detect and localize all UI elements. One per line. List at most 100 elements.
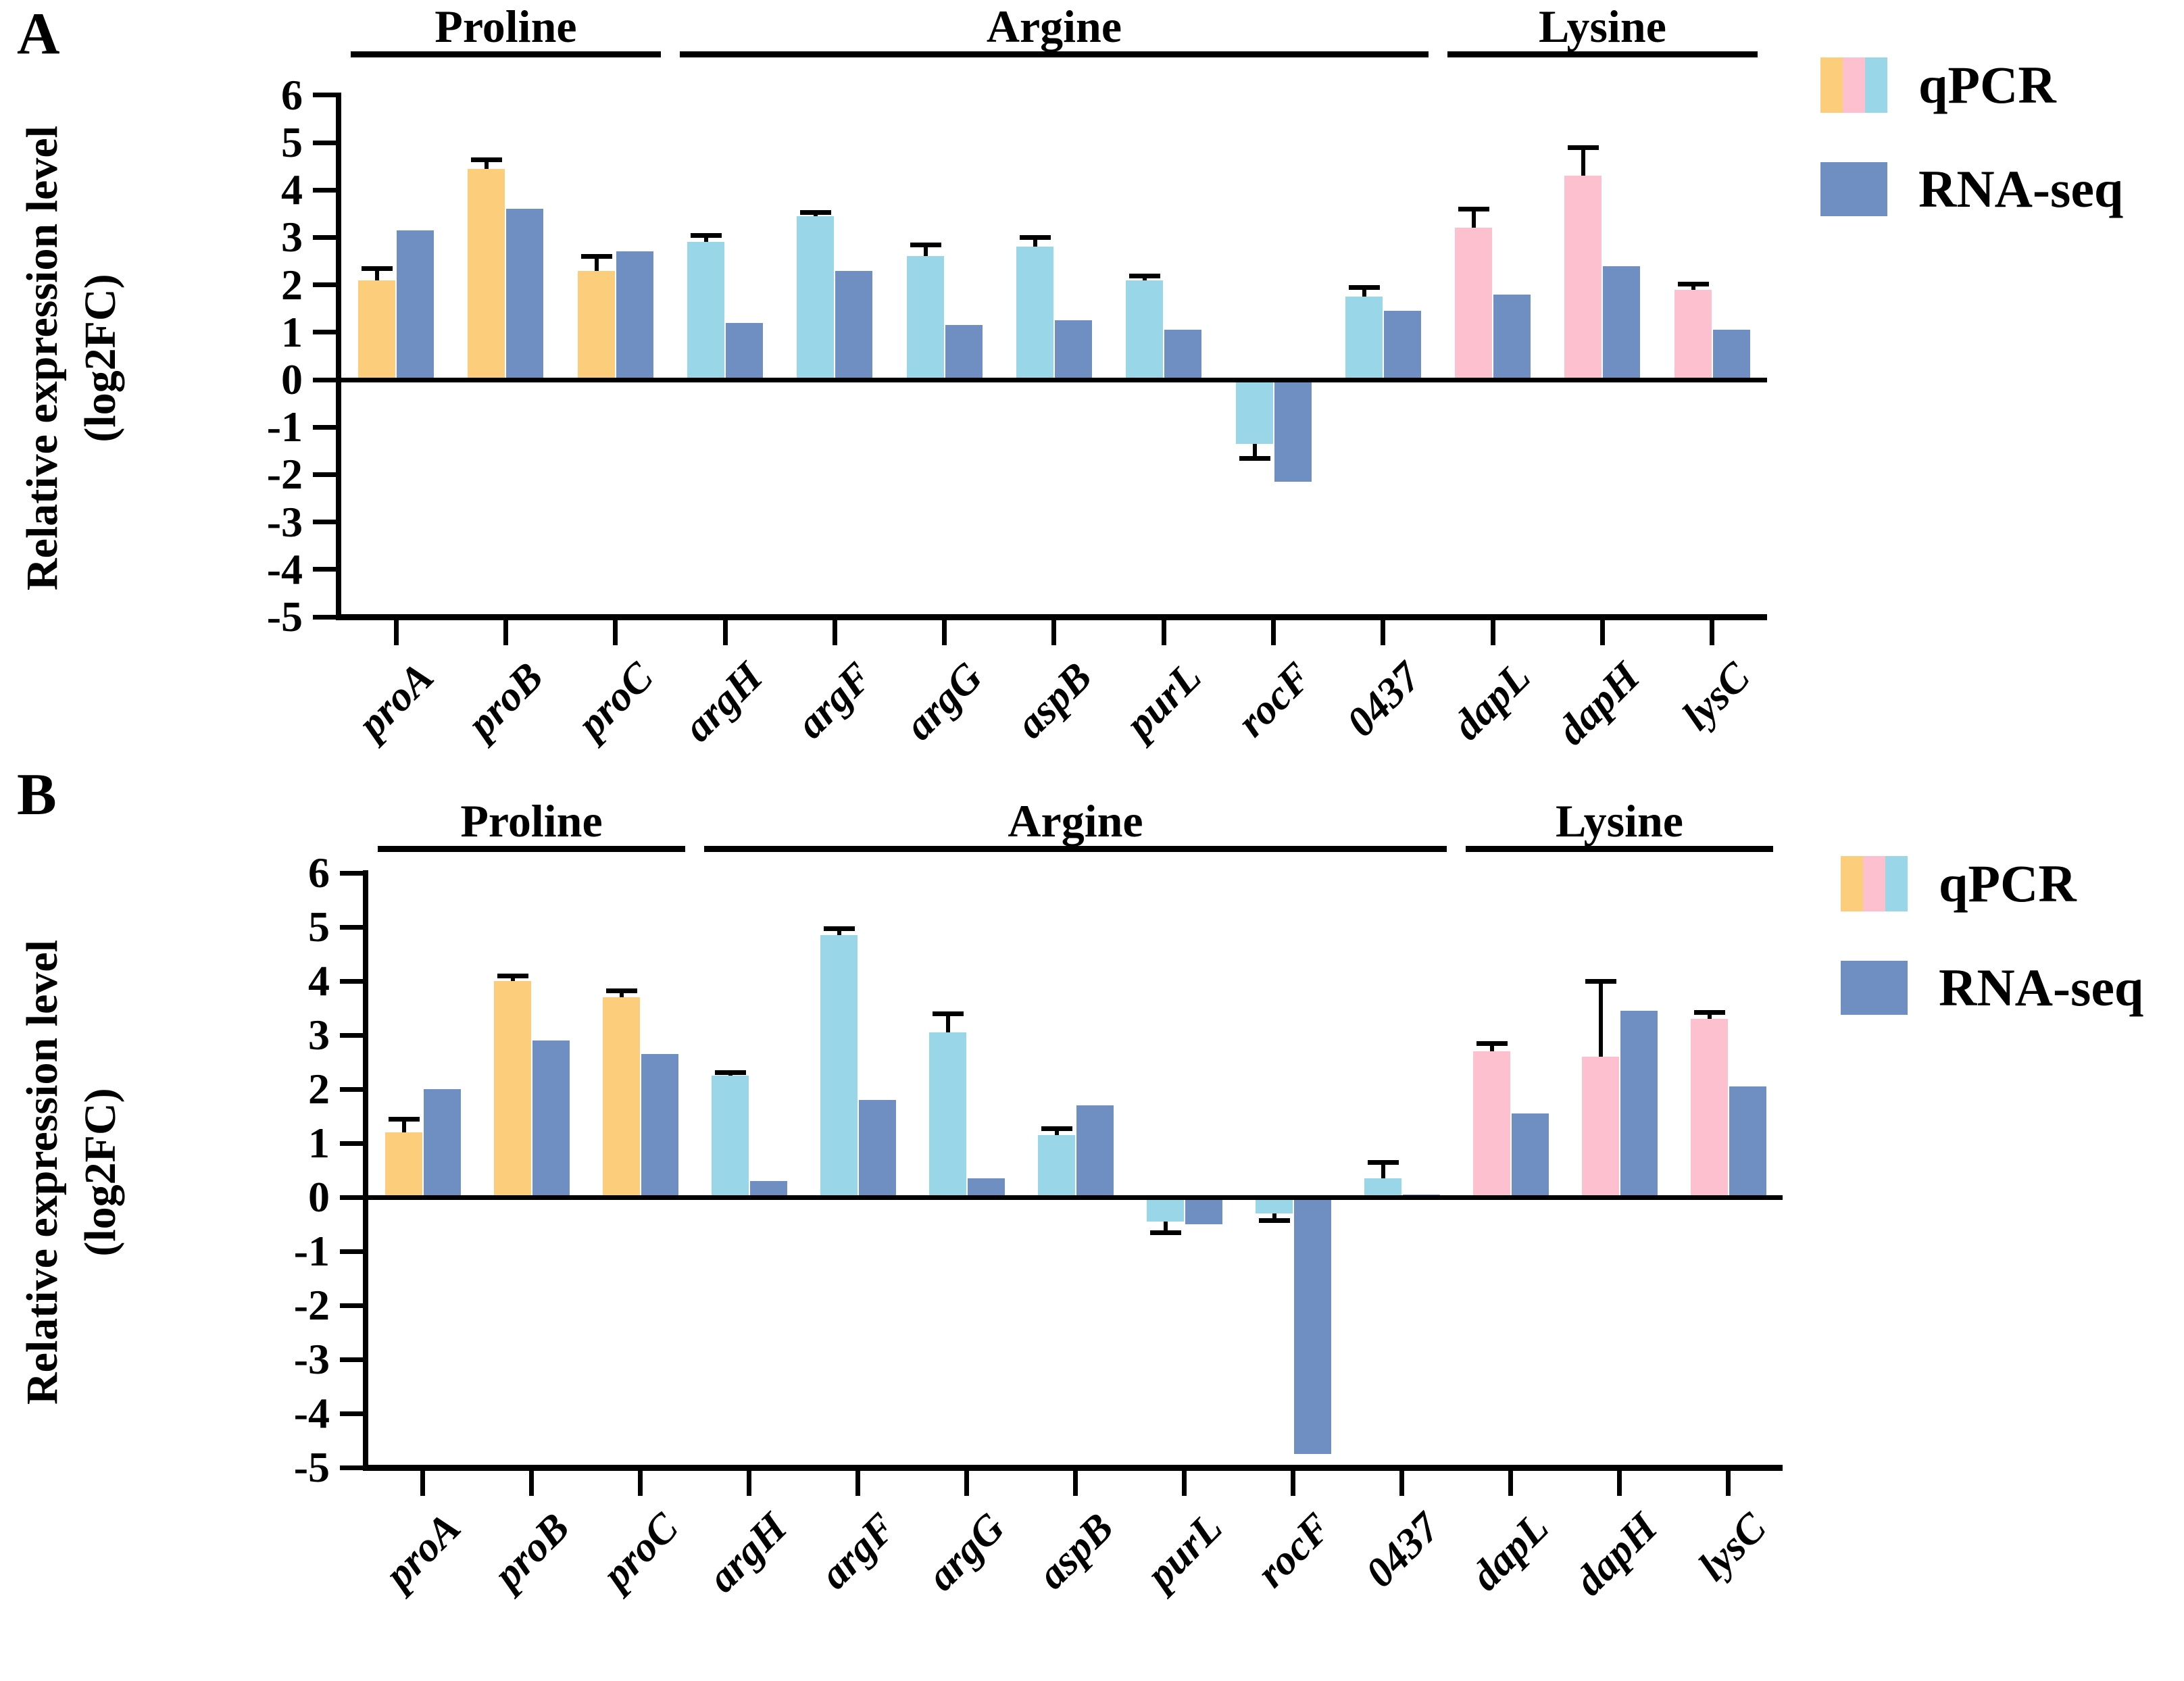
error-bar-stem <box>1707 1012 1712 1019</box>
rnaseq-bar <box>1729 1086 1766 1197</box>
y-tick-label: -1 <box>293 1227 330 1275</box>
y-tick-label: -4 <box>266 545 303 593</box>
x-tick-label: purL <box>1116 653 1211 747</box>
qpcr-bar <box>358 280 396 380</box>
x-tick <box>613 620 618 645</box>
error-bar-stem <box>1381 1162 1385 1178</box>
y-tick-label: -2 <box>293 1281 330 1329</box>
y-tick <box>340 1357 363 1362</box>
error-bar-cap <box>823 926 855 932</box>
y-tick-label: -3 <box>266 497 303 546</box>
qpcr-bar <box>1581 1057 1619 1197</box>
x-tick-label: lysC <box>1689 1504 1775 1590</box>
y-tick <box>313 424 336 430</box>
x-tick <box>1291 1470 1295 1496</box>
group-underline <box>679 51 1429 57</box>
rnaseq-bar <box>726 322 764 380</box>
y-tick <box>340 1140 363 1146</box>
error-bar-stem <box>1581 147 1586 176</box>
error-bar-stem <box>1598 981 1603 1057</box>
y-tick-label: 0 <box>281 355 303 403</box>
qpcr-bar <box>1472 1051 1510 1197</box>
qpcr-bar <box>820 935 858 1197</box>
rnaseq-bar <box>1076 1105 1114 1197</box>
rnaseq-bar <box>616 251 653 380</box>
y-axis-label-line2: (log2FC) <box>76 274 125 443</box>
error-bar-stem <box>923 244 928 257</box>
qpcr-bar <box>1037 1135 1075 1197</box>
x-tick <box>1490 620 1495 645</box>
y-tick-label: 3 <box>308 1011 330 1059</box>
qpcr-bar <box>1255 1197 1293 1213</box>
rnaseq-bar <box>1620 1011 1658 1197</box>
x-tick-label: argG <box>918 1504 1014 1600</box>
qpcr-bar <box>493 981 531 1197</box>
qpcr-bar <box>1674 289 1712 380</box>
zero-line <box>341 377 1767 382</box>
error-bar-stem <box>1489 1043 1494 1051</box>
x-tick <box>503 620 508 645</box>
rnaseq-bar <box>749 1181 787 1197</box>
rnaseq-bar <box>397 230 435 380</box>
x-tick-label: proA <box>349 653 443 747</box>
error-bar-stem <box>1691 284 1695 290</box>
x-tick-label: proA <box>376 1504 470 1598</box>
x-tick-label: rocF <box>1228 653 1320 746</box>
y-axis-line <box>336 93 341 620</box>
x-tick-label: dapL <box>1462 1504 1558 1600</box>
y-tick-label: 0 <box>308 1173 330 1221</box>
error-bar-stem <box>619 990 624 997</box>
rnaseq-bar <box>858 1100 896 1197</box>
y-tick <box>340 1086 363 1092</box>
qpcr-bar <box>1126 280 1164 380</box>
qpcr-swatch-icon <box>1820 57 1887 113</box>
x-tick <box>942 620 947 645</box>
rnaseq-bar <box>1402 1195 1440 1197</box>
x-tick <box>1161 620 1166 645</box>
x-tick-label: dapL <box>1444 653 1539 749</box>
x-tick <box>1073 1470 1078 1496</box>
y-tick <box>340 1465 363 1470</box>
x-tick-label: proB <box>485 1504 578 1598</box>
qpcr-bar <box>1564 176 1602 380</box>
x-tick <box>638 1470 643 1496</box>
qpcr-swatch-blue-stripe <box>1885 856 1908 911</box>
error-bar-cap <box>1129 273 1161 278</box>
y-axis-label-line2: (log2FC) <box>76 1088 125 1257</box>
qpcr-bar <box>711 1076 749 1197</box>
group-underline <box>1447 51 1758 57</box>
error-bar-stem <box>401 1119 406 1132</box>
y-tick <box>313 140 336 145</box>
error-bar-cap <box>1239 455 1270 461</box>
qpcr-swatch-icon <box>1841 856 1908 911</box>
rnaseq-bar <box>1511 1113 1549 1197</box>
y-axis-label-line1: Relative expression level <box>18 126 67 591</box>
rnaseq-bar <box>506 209 544 380</box>
error-bar-cap <box>1367 1160 1399 1165</box>
rnaseq-swatch-icon <box>1841 961 1908 1015</box>
group-underline <box>378 846 685 852</box>
x-axis-line <box>336 614 1767 620</box>
error-bar-cap <box>932 1011 964 1016</box>
y-tick <box>313 520 336 525</box>
x-axis-line <box>363 1465 1783 1471</box>
error-bar-stem <box>1362 287 1366 297</box>
zero-line <box>368 1195 1783 1200</box>
error-bar-stem <box>510 976 515 981</box>
x-tick-label: argH <box>674 653 772 751</box>
x-tick-label: proB <box>458 653 553 747</box>
error-bar-stem <box>728 1072 733 1076</box>
qpcr-bar <box>1690 1019 1728 1197</box>
qpcr-bar <box>1345 297 1383 380</box>
x-tick <box>1399 1470 1404 1496</box>
rnaseq-bar <box>945 325 983 380</box>
x-tick <box>1617 1470 1622 1496</box>
x-tick-label: argG <box>895 653 991 749</box>
qpcr-bar <box>687 242 725 380</box>
y-tick-label: 4 <box>281 166 303 214</box>
rnaseq-bar <box>1164 330 1202 380</box>
x-tick <box>832 620 837 645</box>
x-tick-label: purL <box>1137 1504 1231 1598</box>
panel-letter-b: B <box>17 762 57 828</box>
error-bar-cap <box>605 988 637 994</box>
